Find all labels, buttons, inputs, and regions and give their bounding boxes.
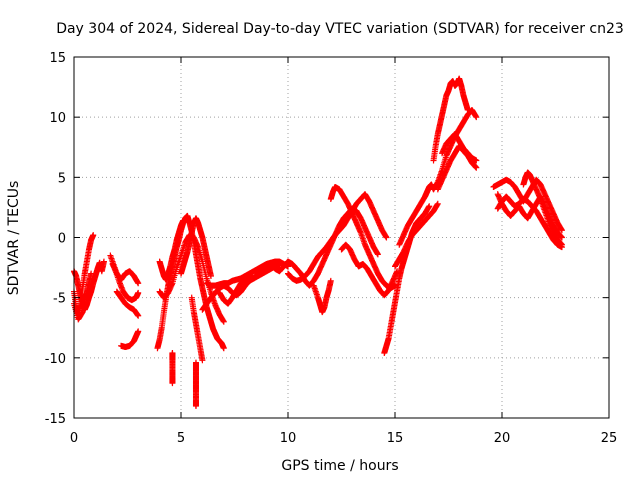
x-axis-label: GPS time / hours <box>281 458 398 474</box>
y-tick-label: 0 <box>58 232 66 247</box>
data-point <box>88 270 95 277</box>
x-tick-label: 15 <box>387 431 404 446</box>
x-tick-label: 20 <box>494 431 511 446</box>
data-point <box>169 380 176 387</box>
data-point <box>558 234 565 241</box>
data-point <box>473 114 480 121</box>
data-point <box>276 262 283 269</box>
data-point <box>199 357 206 364</box>
y-tick-label: 5 <box>58 171 66 186</box>
data-point <box>90 232 97 239</box>
data-point <box>220 318 227 325</box>
data-point <box>135 312 142 319</box>
data-point <box>135 289 142 296</box>
y-tick-label: -5 <box>53 292 66 307</box>
data-point <box>180 217 187 224</box>
data-point <box>220 345 227 352</box>
tick-labels: 0 5 10 15 20 25 -15 -10 -5 0 5 10 15 <box>45 51 618 446</box>
data-point <box>383 234 390 241</box>
data-point <box>558 241 565 248</box>
data-point <box>473 164 480 171</box>
x-tick-label: 25 <box>601 431 618 446</box>
data-point <box>464 106 471 113</box>
data-point <box>135 328 142 335</box>
data-point <box>100 258 107 265</box>
data-point <box>207 273 214 280</box>
data-point <box>135 280 142 287</box>
data-point <box>374 251 381 258</box>
y-tick-label: 15 <box>49 51 66 66</box>
x-tick-label: 5 <box>177 431 185 446</box>
y-tick-label: -10 <box>45 352 66 367</box>
x-tick-label: 10 <box>280 431 297 446</box>
data-point <box>473 157 480 164</box>
data-point <box>327 277 334 284</box>
y-tick-label: 10 <box>49 111 66 126</box>
data-point <box>426 203 433 210</box>
ticks <box>73 56 610 419</box>
y-axis-label: SDTVAR / TECUs <box>6 181 22 296</box>
y-tick-label: -15 <box>45 412 66 427</box>
data-point <box>434 200 441 207</box>
x-tick-label: 0 <box>70 431 78 446</box>
chart-title: Day 304 of 2024, Sidereal Day-to-day VTE… <box>56 21 624 37</box>
data-point <box>558 227 565 234</box>
data-point <box>192 402 199 409</box>
data-points <box>71 75 565 409</box>
